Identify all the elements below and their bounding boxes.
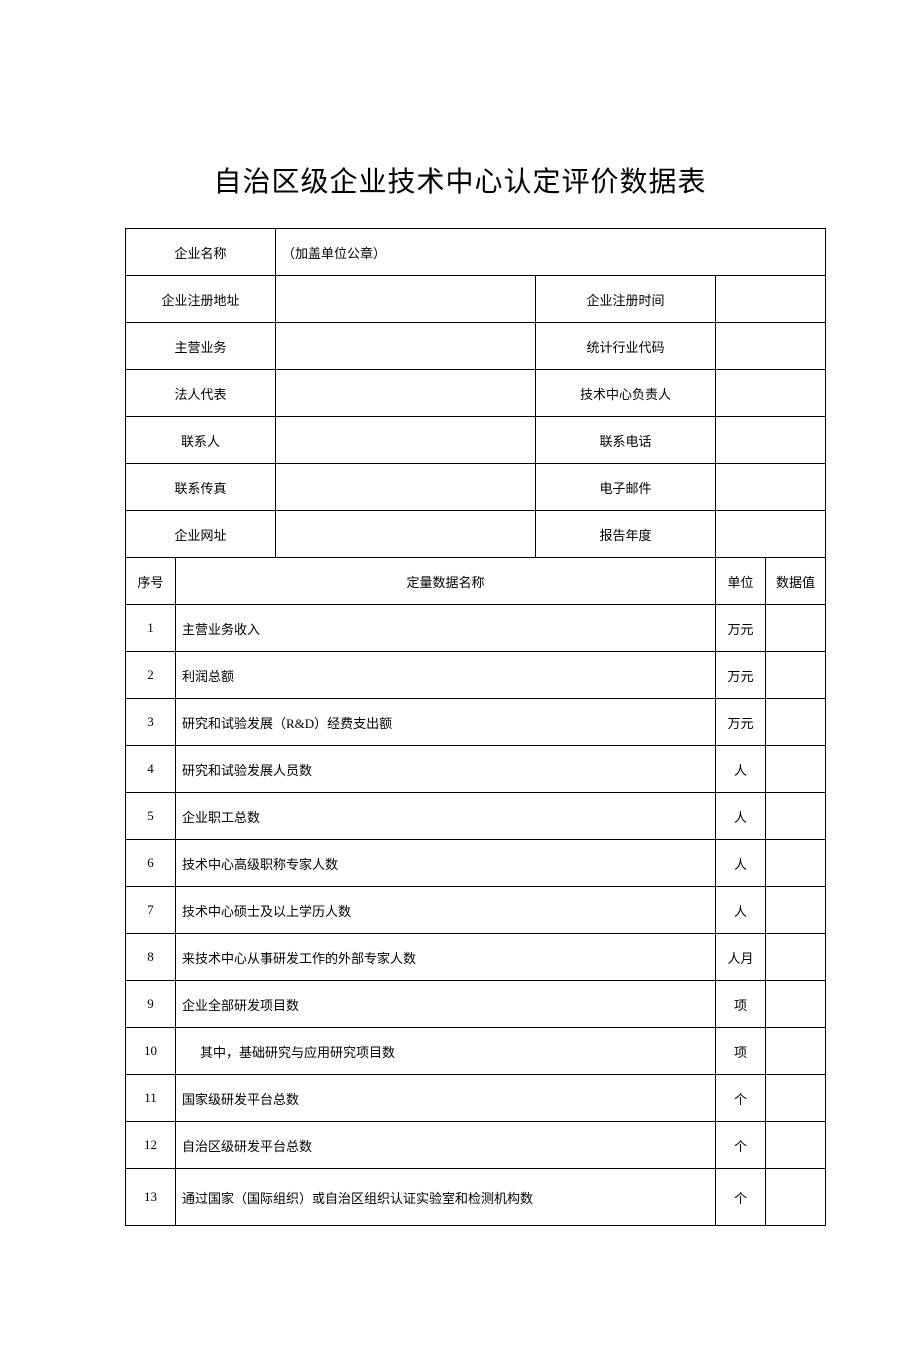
page-title: 自治区级企业技术中心认定评价数据表: [125, 160, 795, 200]
row-seq: 3: [126, 699, 176, 746]
value-legal-rep: [276, 370, 536, 417]
row-seq: 6: [126, 840, 176, 887]
value-website: [276, 511, 536, 558]
row-unit: 万元: [716, 652, 766, 699]
row-value: [766, 934, 826, 981]
row-value: [766, 1028, 826, 1075]
value-company-name: （加盖单位公章）: [276, 229, 826, 276]
row-name: 通过国家（国际组织）或自治区组织认证实验室和检测机构数: [176, 1169, 716, 1226]
col-header-name: 定量数据名称: [176, 558, 716, 605]
table-row: 6技术中心高级职称专家人数人: [126, 840, 826, 887]
row-name: 主营业务收入: [176, 605, 716, 652]
table-row: 3研究和试验发展（R&D）经费支出额万元: [126, 699, 826, 746]
row-name: 其中，基础研究与应用研究项目数: [176, 1028, 716, 1075]
row-unit: 万元: [716, 699, 766, 746]
table-row: 9企业全部研发项目数项: [126, 981, 826, 1028]
label-main-biz: 主营业务: [126, 323, 276, 370]
row-value: [766, 652, 826, 699]
table-row: 2利润总额万元: [126, 652, 826, 699]
row-name: 技术中心硕士及以上学历人数: [176, 887, 716, 934]
row-value: [766, 1075, 826, 1122]
row-seq: 8: [126, 934, 176, 981]
value-contact: [276, 417, 536, 464]
table-row: 7技术中心硕士及以上学历人数人: [126, 887, 826, 934]
row-unit: 万元: [716, 605, 766, 652]
value-industry-code: [716, 323, 826, 370]
label-phone: 联系电话: [536, 417, 716, 464]
row-name: 利润总额: [176, 652, 716, 699]
row-value: [766, 793, 826, 840]
row-seq: 12: [126, 1122, 176, 1169]
row-seq: 13: [126, 1169, 176, 1226]
row-unit: 个: [716, 1075, 766, 1122]
label-fax: 联系传真: [126, 464, 276, 511]
table-row: 5企业职工总数人: [126, 793, 826, 840]
row-value: [766, 605, 826, 652]
table-row: 11国家级研发平台总数个: [126, 1075, 826, 1122]
label-website: 企业网址: [126, 511, 276, 558]
row-unit: 人月: [716, 934, 766, 981]
row-unit: 个: [716, 1169, 766, 1226]
row-unit: 项: [716, 1028, 766, 1075]
table-row: 4研究和试验发展人员数人: [126, 746, 826, 793]
row-seq: 5: [126, 793, 176, 840]
label-contact: 联系人: [126, 417, 276, 464]
row-seq: 9: [126, 981, 176, 1028]
value-fax: [276, 464, 536, 511]
value-reg-address: [276, 276, 536, 323]
form-table: 企业名称 （加盖单位公章） 企业注册地址 企业注册时间 主营业务 统计行业代码 …: [125, 228, 826, 1226]
row-name: 技术中心高级职称专家人数: [176, 840, 716, 887]
row-value: [766, 1169, 826, 1226]
col-header-value: 数据值: [766, 558, 826, 605]
table-row: 8来技术中心从事研发工作的外部专家人数人月: [126, 934, 826, 981]
row-name: 自治区级研发平台总数: [176, 1122, 716, 1169]
label-company-name: 企业名称: [126, 229, 276, 276]
label-industry-code: 统计行业代码: [536, 323, 716, 370]
col-header-seq: 序号: [126, 558, 176, 605]
label-reg-time: 企业注册时间: [536, 276, 716, 323]
label-email: 电子邮件: [536, 464, 716, 511]
table-row: 13通过国家（国际组织）或自治区组织认证实验室和检测机构数个: [126, 1169, 826, 1226]
row-value: [766, 981, 826, 1028]
row-value: [766, 887, 826, 934]
row-seq: 10: [126, 1028, 176, 1075]
label-report-year: 报告年度: [536, 511, 716, 558]
value-phone: [716, 417, 826, 464]
row-unit: 个: [716, 1122, 766, 1169]
value-main-biz: [276, 323, 536, 370]
value-reg-time: [716, 276, 826, 323]
col-header-unit: 单位: [716, 558, 766, 605]
row-name: 研究和试验发展（R&D）经费支出额: [176, 699, 716, 746]
row-name: 来技术中心从事研发工作的外部专家人数: [176, 934, 716, 981]
row-unit: 人: [716, 840, 766, 887]
row-name: 国家级研发平台总数: [176, 1075, 716, 1122]
table-row: 12自治区级研发平台总数个: [126, 1122, 826, 1169]
row-value: [766, 840, 826, 887]
table-row: 10其中，基础研究与应用研究项目数项: [126, 1028, 826, 1075]
row-unit: 项: [716, 981, 766, 1028]
row-name: 研究和试验发展人员数: [176, 746, 716, 793]
row-unit: 人: [716, 887, 766, 934]
row-seq: 11: [126, 1075, 176, 1122]
label-tech-head: 技术中心负责人: [536, 370, 716, 417]
row-value: [766, 699, 826, 746]
row-value: [766, 1122, 826, 1169]
row-name: 企业职工总数: [176, 793, 716, 840]
value-tech-head: [716, 370, 826, 417]
row-value: [766, 746, 826, 793]
table-row: 1主营业务收入万元: [126, 605, 826, 652]
row-unit: 人: [716, 746, 766, 793]
row-seq: 4: [126, 746, 176, 793]
row-seq: 2: [126, 652, 176, 699]
row-name: 企业全部研发项目数: [176, 981, 716, 1028]
row-seq: 1: [126, 605, 176, 652]
value-report-year: [716, 511, 826, 558]
row-seq: 7: [126, 887, 176, 934]
value-email: [716, 464, 826, 511]
label-reg-address: 企业注册地址: [126, 276, 276, 323]
row-unit: 人: [716, 793, 766, 840]
label-legal-rep: 法人代表: [126, 370, 276, 417]
document-page: 自治区级企业技术中心认定评价数据表 企业名称 （加盖单位公章） 企业注册地址 企…: [0, 0, 920, 1346]
